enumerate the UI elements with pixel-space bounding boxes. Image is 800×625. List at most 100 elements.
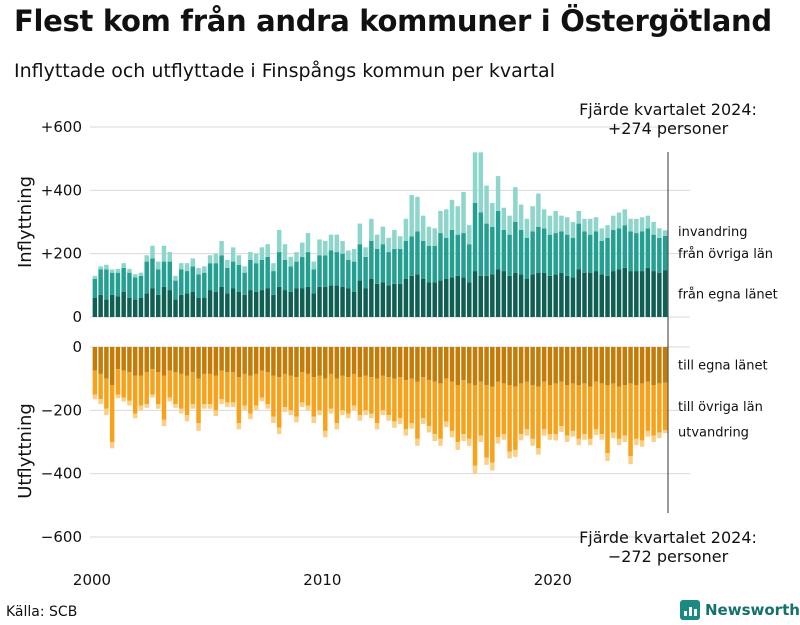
bar-inflow-från-övriga-län	[334, 252, 340, 286]
bar-outflow-till-övriga-län	[397, 377, 403, 419]
bar-inflow-invandring	[271, 263, 276, 272]
bar-inflow-från-övriga-län	[380, 244, 386, 283]
y-tick-label: +200	[41, 245, 82, 263]
bar-outflow-utvandring	[432, 434, 437, 442]
bar-outflow-till-övriga-län	[420, 377, 426, 419]
bar-inflow-invandring	[202, 266, 207, 273]
bar-outflow-utvandring	[282, 407, 288, 412]
bar-outflow-till-övriga-län	[121, 370, 126, 398]
bar-inflow-från-övriga-län	[651, 234, 656, 272]
bar-outflow-till-övriga-län	[513, 386, 518, 450]
bar-inflow-invandring	[127, 268, 132, 273]
bar-outflow-utvandring	[559, 426, 564, 432]
bar-inflow-från-övriga-län	[541, 228, 547, 273]
bar-inflow-från-egna-länet	[616, 269, 622, 317]
bar-outflow-till-övriga-län	[282, 373, 288, 408]
bar-outflow-utvandring	[484, 457, 489, 465]
bar-inflow-från-övriga-län	[369, 241, 374, 279]
bar-outflow-till-övriga-län	[570, 383, 576, 431]
bar-outflow-till-egna-länet	[478, 347, 484, 382]
bar-outflow-till-egna-länet	[121, 347, 126, 371]
bar-outflow-till-övriga-län	[242, 373, 247, 406]
bar-inflow-från-egna-länet	[259, 290, 265, 317]
bar-inflow-från-övriga-län	[271, 271, 276, 295]
bar-outflow-utvandring	[628, 456, 633, 465]
bar-inflow-från-övriga-län	[328, 250, 334, 286]
bar-outflow-utvandring	[392, 421, 397, 428]
bar-inflow-från-egna-länet	[184, 293, 190, 317]
bar-outflow-till-övriga-län	[587, 386, 593, 439]
bar-inflow-invandring	[351, 248, 357, 262]
bar-outflow-till-övriga-län	[92, 370, 98, 395]
bar-inflow-från-egna-länet	[651, 271, 656, 317]
bar-outflow-till-övriga-län	[536, 386, 541, 449]
bar-inflow-invandring	[207, 255, 213, 264]
bar-outflow-till-övriga-län	[426, 380, 432, 427]
bar-inflow-från-övriga-län	[92, 279, 98, 298]
bar-inflow-från-övriga-län	[662, 235, 668, 271]
bar-inflow-från-egna-länet	[570, 277, 576, 317]
bar-inflow-från-egna-länet	[530, 274, 535, 317]
bar-outflow-till-egna-länet	[657, 347, 662, 384]
bar-outflow-utvandring	[138, 405, 144, 411]
bar-inflow-invandring	[144, 255, 149, 262]
bar-outflow-till-övriga-län	[564, 385, 570, 436]
bar-outflow-till-övriga-län	[184, 375, 190, 416]
bar-outflow-utvandring	[271, 416, 276, 423]
bar-inflow-invandring	[443, 209, 449, 238]
bar-outflow-till-övriga-län	[311, 377, 316, 417]
bar-outflow-utvandring	[495, 437, 501, 444]
bar-inflow-från-övriga-län	[438, 233, 443, 281]
bar-inflow-invandring	[536, 193, 541, 227]
bar-outflow-till-egna-länet	[501, 347, 507, 384]
bar-inflow-från-övriga-län	[449, 229, 455, 278]
bar-inflow-invandring	[213, 253, 219, 264]
bar-outflow-till-övriga-län	[645, 381, 651, 431]
bar-inflow-från-egna-länet	[282, 290, 288, 317]
bar-inflow-från-övriga-län	[144, 261, 149, 294]
bar-outflow-till-övriga-län	[98, 373, 103, 400]
bar-outflow-till-övriga-län	[472, 385, 478, 466]
bar-outflow-utvandring	[547, 434, 553, 440]
bar-outflow-utvandring	[346, 413, 351, 419]
bar-inflow-från-egna-länet	[622, 267, 628, 317]
bar-inflow-från-egna-länet	[98, 294, 103, 317]
bar-outflow-utvandring	[213, 410, 219, 417]
bar-outflow-till-övriga-län	[547, 385, 553, 435]
bar-inflow-från-egna-länet	[564, 275, 570, 317]
bar-outflow-utvandring	[380, 410, 386, 416]
series-labels: från egna länet från övriga län invandring…	[678, 225, 778, 441]
bar-outflow-till-övriga-län	[173, 372, 178, 404]
bar-inflow-invandring	[645, 215, 651, 229]
bar-inflow-invandring	[432, 228, 437, 246]
bar-outflow-till-övriga-län	[369, 377, 374, 414]
bar-inflow-från-övriga-län	[645, 228, 651, 268]
bar-outflow-till-egna-länet	[305, 347, 311, 374]
bar-outflow-till-övriga-län	[651, 385, 656, 436]
bar-outflow-till-övriga-län	[248, 375, 253, 414]
bar-inflow-från-egna-länet	[403, 279, 409, 317]
bar-inflow-från-egna-länet	[161, 286, 167, 317]
y-tick-label: −200	[41, 401, 82, 419]
bar-outflow-till-egna-länet	[662, 347, 668, 383]
bar-outflow-utvandring	[196, 423, 201, 431]
bar-inflow-invandring	[438, 210, 443, 234]
bar-inflow-från-övriga-län	[305, 252, 311, 287]
top-annotation-line1: Fjärde kvartalet 2024:	[579, 100, 757, 119]
bar-inflow-från-övriga-län	[109, 272, 115, 295]
top-annotation-value: +274 personer	[608, 119, 729, 138]
bar-outflow-till-övriga-län	[271, 375, 276, 417]
bar-inflow-invandring	[593, 217, 599, 232]
bar-inflow-från-egna-länet	[236, 291, 242, 317]
bar-outflow-till-övriga-län	[104, 378, 109, 409]
bar-outflow-utvandring	[92, 394, 98, 400]
bar-outflow-utvandring	[236, 423, 242, 430]
bar-outflow-utvandring	[622, 435, 628, 442]
bar-inflow-från-övriga-län	[472, 203, 478, 272]
bar-inflow-invandring	[98, 266, 103, 270]
bar-inflow-från-egna-länet	[340, 286, 345, 317]
bar-inflow-invandring	[651, 222, 656, 235]
bar-outflow-till-övriga-län	[380, 375, 386, 411]
bar-inflow-från-övriga-län	[386, 252, 391, 286]
bar-outflow-utvandring	[179, 408, 184, 414]
